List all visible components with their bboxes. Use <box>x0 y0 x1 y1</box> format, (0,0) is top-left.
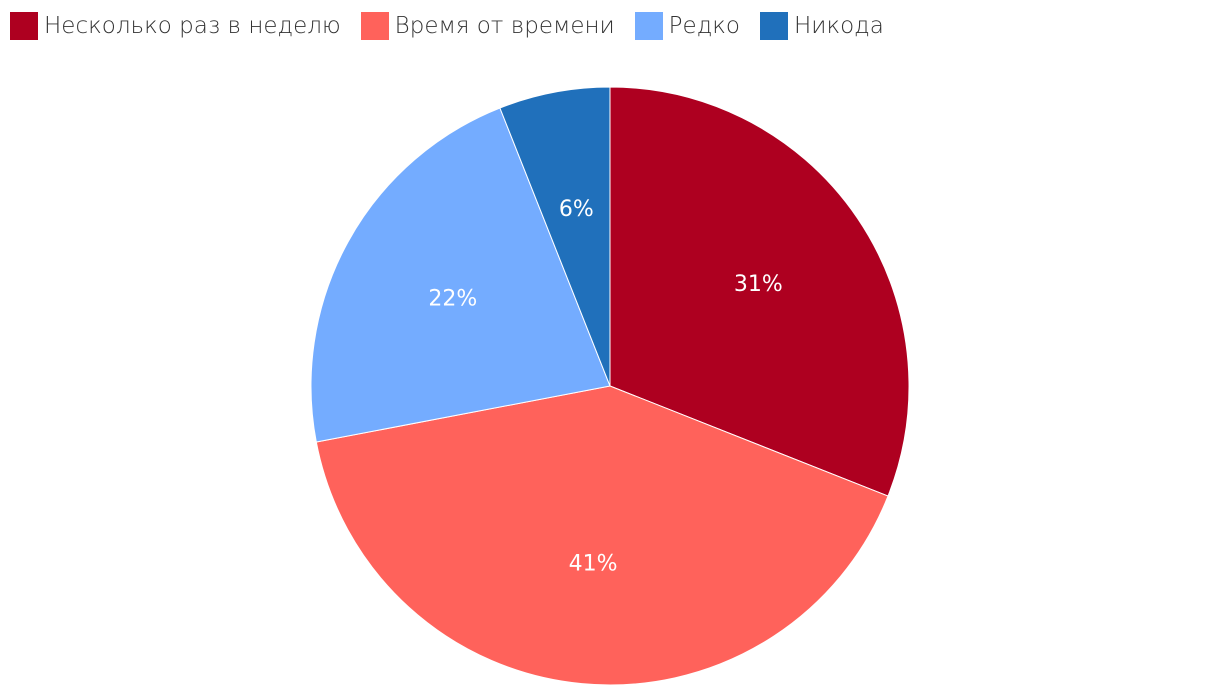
pie-slice-label-several-times-a-week: 31% <box>734 272 783 297</box>
legend: Несколько раз в неделю Время от времени … <box>10 12 884 40</box>
legend-label: Несколько раз в неделю <box>44 13 341 39</box>
legend-swatch <box>10 12 38 40</box>
pie-slice-several-times-a-week[interactable] <box>609 86 910 497</box>
legend-swatch <box>360 12 389 40</box>
pie-slice-rarely[interactable] <box>310 107 611 443</box>
legend-label: Время от времени <box>394 13 615 39</box>
pie-slice-from-time-to-time[interactable] <box>315 385 889 686</box>
pie-slices <box>310 86 910 686</box>
pie-labels: 31% 41% 22% 6% <box>428 197 782 577</box>
pie-slice-label-never: 6% <box>559 197 594 222</box>
legend-item-never[interactable]: Никода <box>760 12 884 40</box>
legend-swatch <box>634 12 663 40</box>
legend-item-from-time-to-time[interactable]: Время от времени <box>360 12 615 40</box>
legend-item-several-times-a-week[interactable]: Несколько раз в неделю <box>10 12 341 40</box>
legend-label: Редко <box>668 13 740 39</box>
legend-item-rarely[interactable]: Редко <box>634 12 740 40</box>
pie-slice-label-rarely: 22% <box>428 287 477 312</box>
pie-slice-never[interactable] <box>499 86 611 387</box>
legend-label: Никода <box>794 13 884 39</box>
pie-slice-label-from-time-to-time: 41% <box>569 552 618 577</box>
legend-swatch <box>760 12 788 40</box>
